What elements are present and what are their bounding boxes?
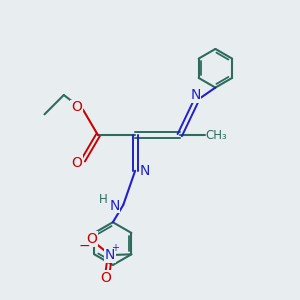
Text: O: O xyxy=(71,156,82,170)
Text: O: O xyxy=(86,232,97,246)
Text: O: O xyxy=(71,100,82,115)
Text: H: H xyxy=(99,193,107,206)
Text: CH₃: CH₃ xyxy=(206,129,227,142)
Text: N: N xyxy=(190,88,201,102)
Text: N: N xyxy=(105,248,115,262)
Text: +: + xyxy=(111,243,119,254)
Text: N: N xyxy=(140,164,150,178)
Text: −: − xyxy=(78,238,90,252)
Text: O: O xyxy=(101,271,112,284)
Text: N: N xyxy=(109,199,119,213)
